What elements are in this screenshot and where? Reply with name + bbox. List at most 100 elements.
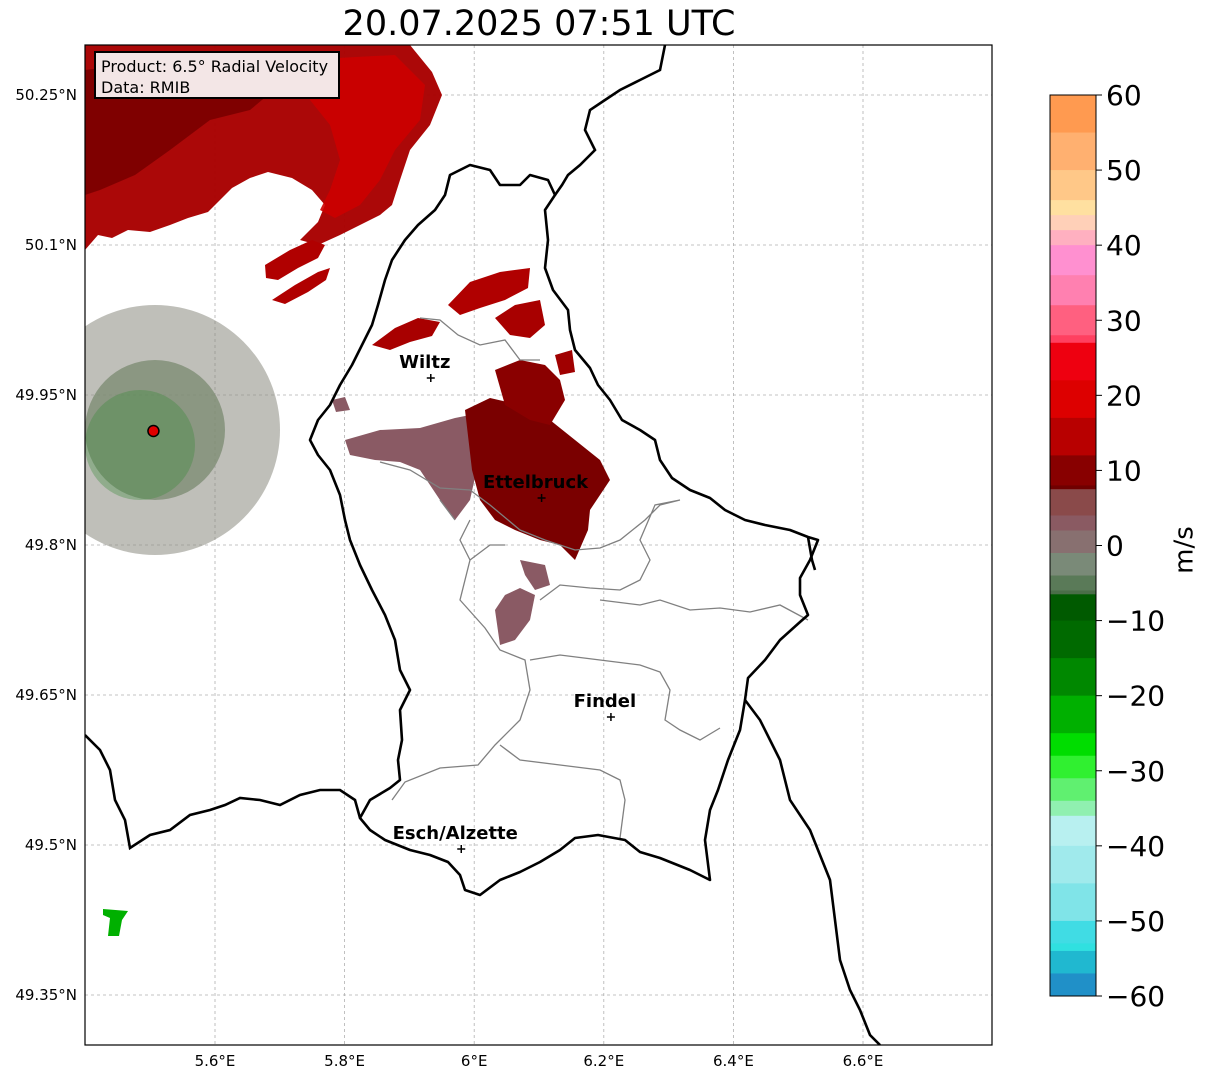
clutter-green <box>85 390 195 500</box>
colorbar-band <box>1050 800 1096 817</box>
colorbar-band <box>1050 553 1096 577</box>
radar-echoes <box>85 45 610 936</box>
colorbar-tick-label: −10 <box>1106 605 1165 638</box>
lat-tick-label: 49.5°N <box>25 836 77 854</box>
colorbar-tick-label: −30 <box>1106 755 1165 788</box>
lat-tick-label: 50.25°N <box>15 86 77 104</box>
city-markers: Wiltz Ettelbruck Findel Esch/Alzette <box>393 352 637 853</box>
colorbar-band <box>1050 845 1096 884</box>
echo-ne-cells <box>495 300 545 338</box>
colorbar-band <box>1050 733 1096 757</box>
city-label: Esch/Alzette <box>393 823 518 844</box>
colorbar-band <box>1050 883 1096 922</box>
colorbar-band <box>1050 695 1096 734</box>
colorbar-band <box>1050 943 1096 952</box>
colorbar-band <box>1050 658 1096 697</box>
lon-tick-label: 5.6°E <box>195 1052 236 1070</box>
city-wiltz: Wiltz <box>399 352 450 382</box>
echo-east-small <box>555 350 575 375</box>
colorbar-unit-label: m/s <box>1170 526 1200 574</box>
colorbar-tick-label: 30 <box>1106 304 1142 337</box>
colorbar-band <box>1050 132 1096 171</box>
lat-tick-label: 49.65°N <box>15 686 77 704</box>
colorbar-band <box>1050 620 1096 659</box>
product-label: Product: 6.5° Radial Velocity <box>101 57 329 76</box>
colorbar-band <box>1050 575 1096 592</box>
echo-south-mauve <box>495 588 535 645</box>
colorbar-band <box>1050 778 1096 802</box>
colorbar-band <box>1050 342 1096 381</box>
radar-site-marker <box>147 424 160 438</box>
lat-tick-label: 49.8°N <box>25 536 77 554</box>
echo-wiltz-cells <box>372 318 440 350</box>
lat-tick-label: 49.35°N <box>15 986 77 1004</box>
echo-band-1 <box>265 240 325 280</box>
echo-mauve-band <box>345 415 480 520</box>
colorbar-band <box>1050 815 1096 847</box>
map-title: 20.07.2025 07:51 UTC <box>342 4 736 44</box>
echo-mauve-small <box>332 397 350 412</box>
colorbar-band <box>1050 245 1096 276</box>
colorbar-tick-label: −50 <box>1106 905 1165 938</box>
echo-sw-green <box>103 909 128 936</box>
colorbar-band <box>1050 920 1096 944</box>
colorbar-band <box>1050 950 1096 974</box>
colorbar: 60 50 40 30 20 10 0 −10 −20 −30 −40 −50 −60 <box>1049 79 1165 1013</box>
colorbar-tick-label: −60 <box>1106 980 1165 1013</box>
borders <box>85 45 881 1045</box>
colorbar-band <box>1050 335 1096 344</box>
luxembourg-border <box>308 163 820 897</box>
colorbar-band <box>1050 530 1096 554</box>
city-findel: Findel <box>574 691 637 721</box>
lon-tick-label: 6°E <box>461 1052 488 1070</box>
map-frame <box>84 44 993 1046</box>
colorbar-band <box>1050 170 1096 201</box>
colorbar-band <box>1050 200 1096 216</box>
colorbar-band <box>1050 489 1096 516</box>
colorbar-band <box>1050 755 1096 779</box>
colorbar-band <box>1050 230 1096 246</box>
lon-tick-label: 6.6°E <box>843 1052 884 1070</box>
lon-tick-label: 6.2°E <box>583 1052 624 1070</box>
colorbar-tick-label: 60 <box>1106 79 1142 112</box>
colorbar-band <box>1050 380 1096 419</box>
city-ettelbruck: Ettelbruck <box>483 472 589 502</box>
colorbar-tick-label: 40 <box>1106 229 1142 262</box>
lat-tick-label: 50.1°N <box>25 236 77 254</box>
map-axes: Wiltz Ettelbruck Findel Esch/Alzette 50.25°… <box>15 44 993 1070</box>
echo-north-lux <box>448 268 530 315</box>
canton-boundaries <box>379 317 809 839</box>
colorbar-band <box>1050 515 1096 531</box>
colorbar-tick-label: 50 <box>1106 154 1142 187</box>
lon-tick-label: 5.8°E <box>324 1052 365 1070</box>
colorbar-band <box>1050 594 1096 622</box>
city-esch-alzette: Esch/Alzette <box>393 823 518 853</box>
echo-ettelbruck-north <box>495 360 565 425</box>
colorbar-tick-label: 10 <box>1106 454 1142 487</box>
colorbar-band <box>1050 95 1096 134</box>
city-label: Findel <box>574 691 637 712</box>
city-label: Ettelbruck <box>483 472 589 493</box>
colorbar-bands <box>1050 95 1096 997</box>
colorbar-band <box>1050 973 1096 997</box>
lon-tick-label: 6.4°E <box>713 1052 754 1070</box>
colorbar-band <box>1050 305 1096 336</box>
lat-tick-label: 49.95°N <box>15 386 77 404</box>
colorbar-tick-label: 0 <box>1106 530 1124 563</box>
echo-band-2 <box>272 268 330 304</box>
echo-south-small <box>520 560 550 590</box>
product-info-box: Product: 6.5° Radial Velocity Data: RMIB <box>94 51 340 99</box>
colorbar-tick-label: −40 <box>1106 830 1165 863</box>
data-source-label: Data: RMIB <box>101 78 191 97</box>
colorbar-tick-label: 20 <box>1106 379 1142 412</box>
city-label: Wiltz <box>399 352 450 373</box>
belgium-france-border <box>85 734 362 851</box>
colorbar-tick-label: −20 <box>1106 680 1165 713</box>
echo-ettelbruck-core <box>465 398 610 560</box>
radar-site-icon <box>147 424 160 438</box>
colorbar-band <box>1050 455 1096 486</box>
colorbar-band <box>1050 417 1096 456</box>
colorbar-band <box>1050 485 1096 490</box>
axis-tick-labels: 50.25°N 50.1°N 49.95°N 49.8°N 49.65°N 49.5°N 4… <box>15 86 883 1070</box>
colorbar-unit-text: m/s <box>1170 526 1200 574</box>
